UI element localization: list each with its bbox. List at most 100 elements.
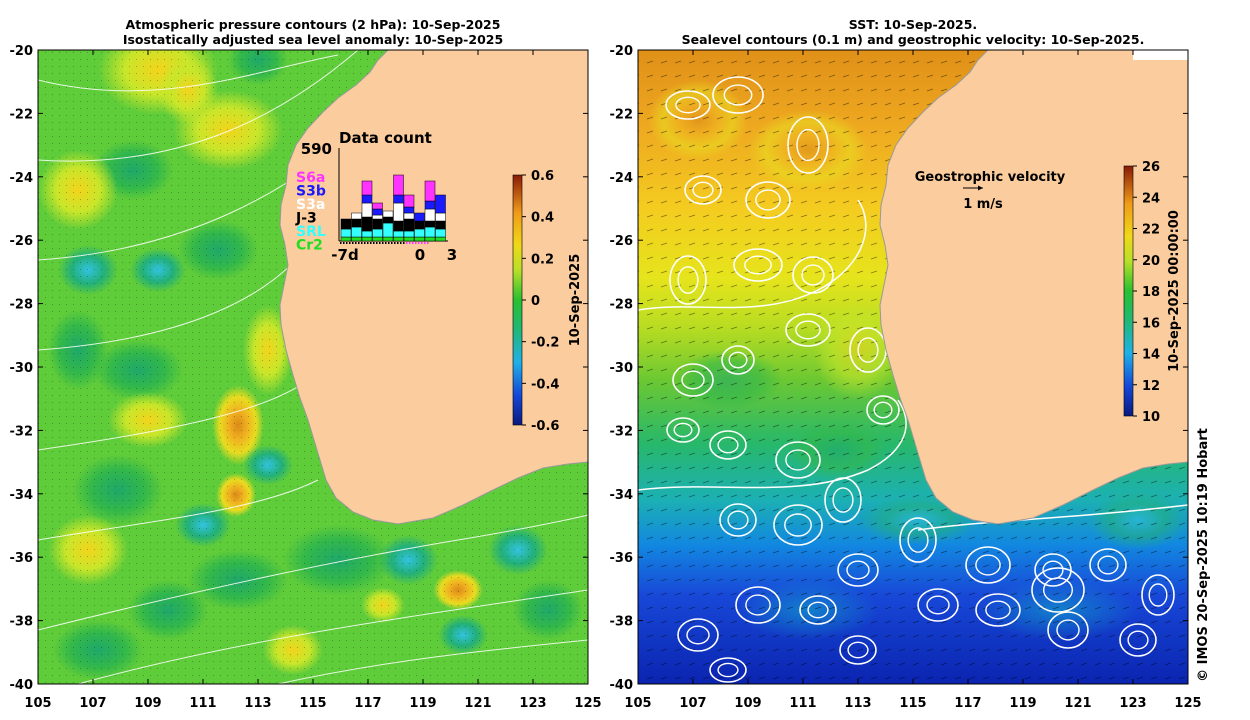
mission-label-s3b: S3b (296, 184, 326, 200)
right-colorbar-tick: 18 (1142, 285, 1160, 300)
mission-label-s6a: S6a (296, 170, 325, 186)
data-count-bar-segment (424, 180, 436, 202)
right-land-mass (879, 50, 1188, 525)
data-count-x-label-end: 3 (447, 246, 457, 264)
right-y-tick-label: -32 (610, 424, 634, 439)
right-y-tick-label: -30 (610, 361, 634, 376)
left-x-tick-label: 121 (464, 696, 491, 711)
left-y-tick-label: -36 (10, 551, 34, 566)
right-x-tick-label: 121 (1064, 696, 1091, 711)
data-count-bar-segment (393, 220, 404, 232)
right-x-axis: 105 107 109 111 113 115 117 119 121 123 125 (624, 50, 1202, 711)
right-x-tick-label: 117 (954, 696, 981, 711)
velocity-legend-title: Geostrophic velocity (915, 170, 1066, 185)
right-x-tick-label: 123 (1119, 696, 1146, 711)
left-title: Atmospheric pressure contours (2 hPa): 1… (38, 17, 588, 47)
data-count-bar-segment (351, 236, 362, 242)
data-count-bar-segment (393, 236, 404, 242)
left-y-tick-label: -40 (10, 678, 34, 693)
right-colorbar-tick: 24 (1142, 191, 1160, 206)
left-title-line2: Isostatically adjusted sea level anomaly… (122, 32, 504, 47)
left-sea-level-map (38, 50, 588, 684)
data-count-bar-segment (393, 194, 404, 204)
right-x-tick-label: 115 (899, 696, 926, 711)
data-count-bar-segment (382, 210, 394, 218)
right-y-tick-label: -20 (610, 44, 634, 59)
data-count-x-label-start: -7d (331, 246, 358, 264)
left-y-tick-label: -32 (10, 424, 34, 439)
left-x-tick-label: 119 (409, 696, 436, 711)
data-count-bar-segment (435, 236, 446, 242)
right-y-tick-label: -22 (610, 107, 634, 122)
right-x-tick-label: 113 (844, 696, 871, 711)
velocity-legend: Geostrophic velocity 1 m/s (915, 170, 1066, 212)
data-count-bar-segment (414, 236, 425, 242)
data-count-bar-segment (372, 214, 383, 220)
data-count-bar-segment (340, 236, 352, 242)
data-count-max: 590 (301, 140, 332, 158)
right-sst-map (638, 50, 1188, 684)
right-y-tick-label: -36 (610, 551, 634, 566)
right-colorbar-tick: 14 (1142, 348, 1160, 363)
data-count-bar-segment (393, 174, 404, 196)
left-colorbar-tick: -0.6 (531, 419, 559, 434)
right-colorbar-tick: 10 (1142, 410, 1160, 425)
left-y-tick-label: -34 (10, 488, 34, 503)
data-count-bar-segment (372, 236, 383, 242)
left-x-tick-label: 115 (299, 696, 326, 711)
data-count-bar-segment (403, 218, 415, 232)
left-y-tick-label: -38 (10, 615, 34, 630)
right-x-tick-label: 109 (734, 696, 761, 711)
right-colorbar-tick: 20 (1142, 254, 1160, 269)
left-land-mass (279, 50, 588, 525)
data-count-bar-segment (340, 228, 352, 238)
left-colorbar: 0.6 0.4 0.2 0 -0.2 -0.4 -0.6 10-Sep-2025 (512, 169, 583, 434)
right-sealevel-contours (638, 76, 1188, 683)
right-x-tick-label: 119 (1009, 696, 1036, 711)
data-count-bar-segment (361, 230, 373, 238)
right-colorbar-tick: 26 (1142, 160, 1160, 175)
data-count-bar-segment (403, 236, 415, 242)
mission-label-srl: SRL (296, 224, 326, 240)
data-count-bar-segment (435, 220, 446, 230)
right-y-tick-label: -34 (610, 488, 634, 503)
data-count-bar-segment (403, 206, 415, 214)
left-colorbar-tick: -0.2 (531, 336, 559, 351)
data-count-bar-segment (424, 208, 436, 222)
left-colorbar-tick: -0.4 (531, 377, 559, 392)
data-count-bar-segment (372, 228, 383, 238)
left-x-tick-label: 107 (79, 696, 106, 711)
right-y-tick-label: -40 (610, 678, 634, 693)
data-count-bar-segment (403, 194, 415, 208)
data-count-bar-segment (414, 228, 425, 238)
data-count-bar-segment (382, 216, 394, 224)
right-title-line2: Sealevel contours (0.1 m) and geostrophi… (681, 32, 1145, 47)
data-count-title: Data count (339, 129, 432, 147)
right-colorbar-tick: 22 (1142, 223, 1160, 238)
left-colorbar-tick: 0.2 (531, 252, 554, 267)
left-x-tick-label: 113 (244, 696, 271, 711)
left-title-line1: Atmospheric pressure contours (2 hPa): 1… (125, 17, 501, 32)
data-count-bar-segment (361, 194, 373, 204)
data-count-bar-segment (382, 236, 394, 242)
left-y-tick-label: -24 (10, 171, 34, 186)
data-count-bar-segment (361, 202, 373, 218)
right-x-tick-label: 111 (789, 696, 816, 711)
left-x-tick-label: 125 (574, 696, 601, 711)
right-colorbar-tick: 16 (1142, 316, 1160, 331)
right-colorbar-label: 10-Sep-2025 00:00:00 (1167, 210, 1182, 372)
data-count-bar-segment (372, 202, 383, 210)
left-colorbar-tick: 0 (531, 294, 540, 309)
mission-label-j-3: J-3 (295, 211, 317, 227)
left-x-tick-label: 123 (519, 696, 546, 711)
velocity-legend-scale: 1 m/s (963, 197, 1003, 212)
data-count-bar-segment (361, 236, 373, 242)
data-count-bar-segment (351, 226, 362, 238)
data-count-bar-segment (372, 208, 383, 216)
data-count-bar-segment (424, 220, 436, 228)
data-count-bar-segment (393, 202, 404, 222)
right-x-tick-label: 107 (679, 696, 706, 711)
right-y-axis: -20 -22 -24 -26 -28 -30 -32 -34 -36 -38 -40 (610, 44, 1188, 693)
left-y-tick-label: -26 (10, 234, 34, 249)
